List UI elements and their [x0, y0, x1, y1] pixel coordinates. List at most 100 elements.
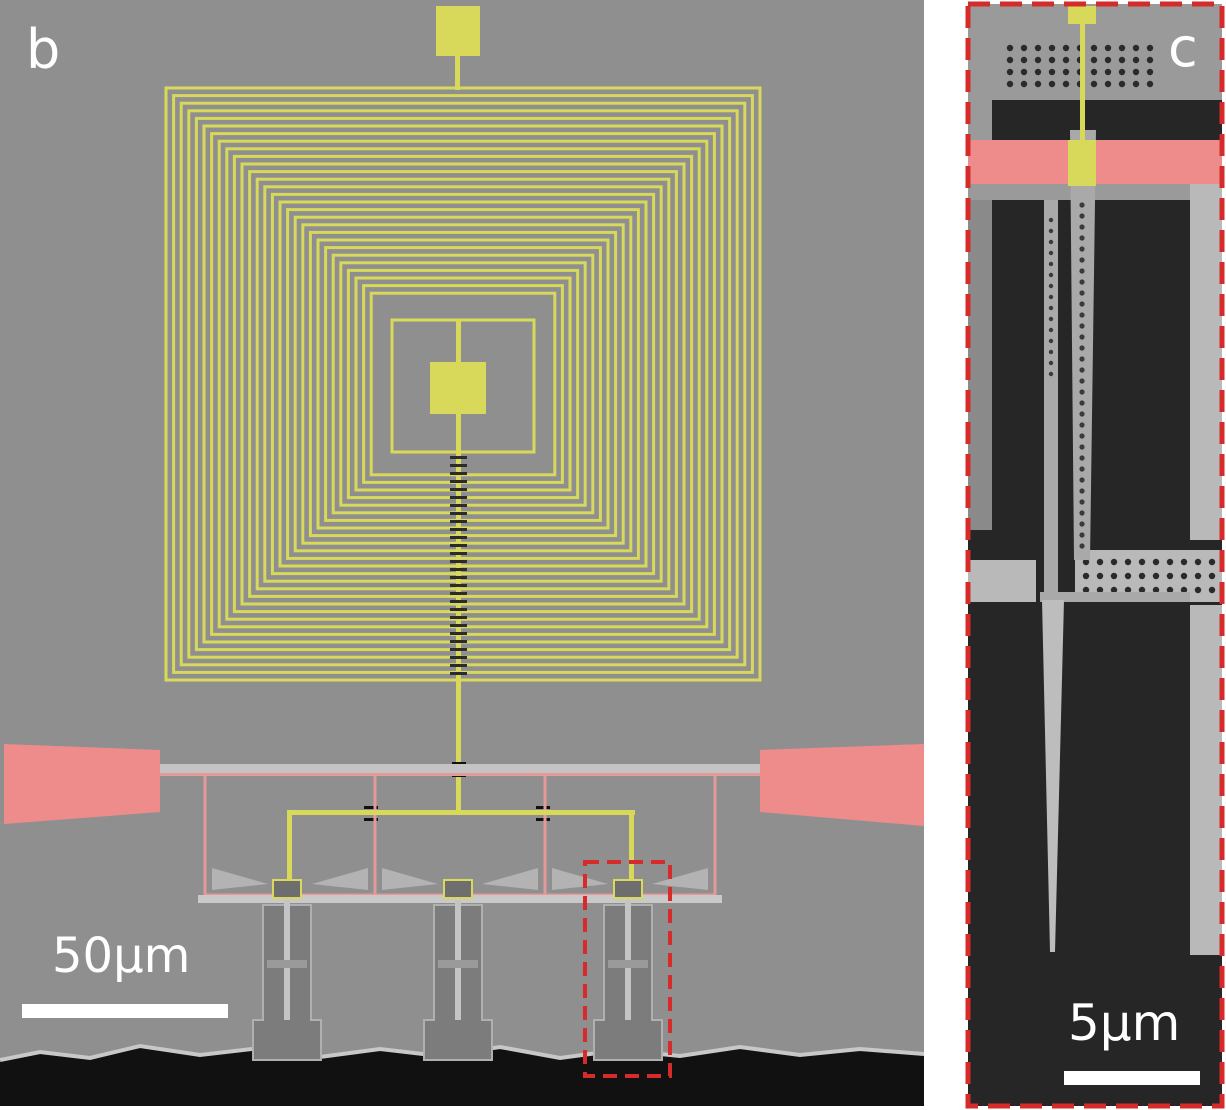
hole — [1048, 68, 1056, 76]
beam-hole — [1079, 213, 1085, 219]
crossing-mark — [450, 504, 467, 507]
top-bond-pad — [436, 6, 480, 56]
crossing-mark — [450, 576, 467, 579]
coil-turn — [293, 215, 633, 553]
crossing-mark — [450, 632, 467, 635]
feed-line — [287, 810, 635, 815]
crossing-mark — [450, 496, 467, 499]
panel-c-lead — [1080, 20, 1085, 145]
beam-hole — [1079, 400, 1085, 406]
device-head — [613, 879, 643, 899]
panel-c: c 5µm — [965, 1, 1225, 1109]
hole — [1132, 44, 1140, 52]
crossing-mark — [450, 480, 467, 483]
hole — [1118, 80, 1126, 88]
panel-c-yellow-node — [1068, 140, 1096, 186]
hole — [1152, 558, 1160, 566]
hole — [1104, 80, 1112, 88]
hole — [1020, 56, 1028, 64]
hole — [1034, 56, 1042, 64]
hole — [1132, 56, 1140, 64]
hole — [1132, 80, 1140, 88]
coil-turn — [248, 170, 678, 598]
panel-c-left-rail — [968, 200, 992, 530]
device-head — [443, 879, 473, 899]
coil-turn — [225, 147, 701, 621]
coil-turn — [232, 154, 694, 614]
frame-hatch-left — [212, 868, 368, 890]
crossing-mark — [450, 648, 467, 651]
coil-turn — [278, 200, 648, 568]
beam-hole — [1079, 532, 1085, 538]
beam-hole — [1079, 224, 1085, 230]
hole — [1110, 586, 1118, 594]
beam-hole — [1079, 356, 1085, 362]
hole — [1104, 44, 1112, 52]
hole — [1062, 56, 1070, 64]
panel-c-scale-bar — [1064, 1071, 1200, 1085]
beam-hole — [1079, 488, 1085, 494]
beam-hole — [1048, 283, 1054, 289]
panel-c-center-beam — [1070, 130, 1096, 560]
beam-hole — [1048, 349, 1054, 355]
hole — [1146, 44, 1154, 52]
panel-b-scale-bar — [22, 1004, 228, 1018]
device-rail — [438, 960, 478, 968]
beam-hole — [1048, 327, 1054, 333]
hole — [1166, 572, 1174, 580]
beam-hole — [1079, 290, 1085, 296]
crossing-mark — [450, 488, 467, 491]
beam-hole — [1079, 323, 1085, 329]
hole — [1180, 558, 1188, 566]
hole — [1118, 44, 1126, 52]
hole — [1194, 558, 1202, 566]
panel-c-top-pad — [1068, 6, 1096, 24]
coil-turn — [308, 230, 618, 538]
hole — [1146, 56, 1154, 64]
hole — [1124, 586, 1132, 594]
center-lead-down — [456, 412, 461, 812]
hole — [1048, 56, 1056, 64]
beam-hole — [1079, 246, 1085, 252]
crossing-mark — [450, 664, 467, 667]
crossing-mark — [450, 592, 467, 595]
crossing-mark — [450, 536, 467, 539]
crossing-mark — [450, 520, 467, 523]
beam-hole — [1079, 444, 1085, 450]
crossing-mark — [450, 608, 467, 611]
hole — [1006, 44, 1014, 52]
frame-hatch-right — [552, 868, 708, 890]
left-contact-pad — [4, 744, 160, 824]
panel-b: b 50µm — [0, 0, 925, 1106]
hole — [1208, 572, 1216, 580]
right-contact-pad — [760, 744, 924, 826]
panel-c-label: c — [1168, 16, 1198, 79]
beam-hole — [1079, 235, 1085, 241]
device-rail — [608, 960, 648, 968]
crossing-mark — [450, 552, 467, 555]
crossing-mark — [450, 472, 467, 475]
beam-hole — [1048, 360, 1054, 366]
bus-line — [160, 764, 760, 774]
center-pad-lead-up — [456, 320, 461, 364]
beam-hole — [1048, 217, 1054, 223]
beam-hole — [1079, 345, 1085, 351]
hole — [1048, 44, 1056, 52]
hole — [1118, 56, 1126, 64]
panel-b-scale-text: 50µm — [52, 928, 190, 984]
hole — [1082, 572, 1090, 580]
zoom-region-box — [583, 860, 672, 1078]
beam-hole — [1079, 422, 1085, 428]
crossing-mark — [450, 560, 467, 563]
beam-hole — [1048, 272, 1054, 278]
beam-hole — [1079, 477, 1085, 483]
beam-hole — [1079, 521, 1085, 527]
beam-hole — [1048, 261, 1054, 267]
hole — [1124, 558, 1132, 566]
crossing-mark — [450, 672, 467, 675]
crossing-mark — [450, 544, 467, 547]
beam-hole — [1048, 228, 1054, 234]
crossing-mark — [450, 512, 467, 515]
hole — [1180, 586, 1188, 594]
hole — [1034, 68, 1042, 76]
